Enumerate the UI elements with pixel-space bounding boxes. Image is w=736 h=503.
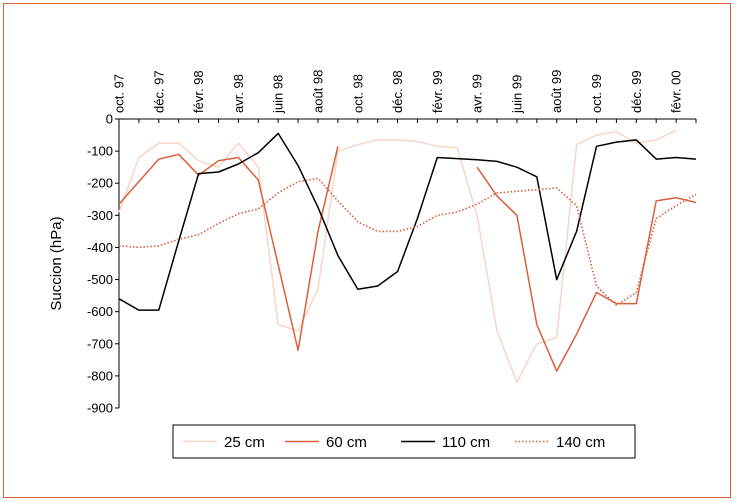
series-line-140-cm <box>118 177 697 307</box>
y-tick-label: -700 <box>87 336 113 351</box>
x-tick-label: déc. 99 <box>629 70 644 113</box>
x-tick-label: juin 99 <box>509 75 524 114</box>
y-tick-label: -300 <box>87 208 113 223</box>
x-tick-label: avr. 98 <box>231 74 246 113</box>
legend-label: 140 cm <box>556 434 605 451</box>
succion-line-chart: 0 -100 -200 -300 -400 -500 -600 -700 -800 -900 oct… <box>48 70 697 459</box>
y-tick-label: -800 <box>87 368 113 383</box>
chart-frame: 0 -100 -200 -300 -400 -500 -600 -700 -800 -900 oct… <box>3 3 731 498</box>
x-tick-label: déc. 97 <box>151 70 166 113</box>
x-tick-label: août 98 <box>310 70 325 113</box>
series-line-60-cm <box>476 166 697 372</box>
x-tick-label: oct. 98 <box>350 74 365 113</box>
x-tick-label: déc. 98 <box>390 70 405 113</box>
x-tick-label: févr. 99 <box>430 70 445 113</box>
x-tick-label: août 99 <box>549 70 564 113</box>
y-tick-label: -600 <box>87 304 113 319</box>
x-tick-label: févr. 98 <box>191 70 206 113</box>
x-tick-label: avr. 99 <box>470 74 485 113</box>
y-tick-label: -900 <box>87 401 113 416</box>
x-tick-label: juin 98 <box>271 75 286 114</box>
x-tick-label: oct. 99 <box>589 74 604 113</box>
y-axis-title: Succion (hPa) <box>48 216 65 310</box>
legend-label: 60 cm <box>326 434 367 451</box>
x-tick-label: oct. 97 <box>112 74 127 113</box>
y-tick-label: 0 <box>106 112 113 127</box>
legend-label: 25 cm <box>224 434 265 451</box>
y-tick-label: -100 <box>87 144 113 159</box>
legend-label: 110 cm <box>442 434 490 451</box>
x-tick-label: févr. 00 <box>669 70 684 113</box>
y-tick-label: -500 <box>87 272 113 287</box>
series-line-110-cm <box>118 132 697 311</box>
series-line-25-cm <box>118 129 677 384</box>
y-tick-label: -400 <box>87 240 113 255</box>
series-line-60-cm <box>118 146 339 351</box>
y-tick-label: -200 <box>87 176 113 191</box>
